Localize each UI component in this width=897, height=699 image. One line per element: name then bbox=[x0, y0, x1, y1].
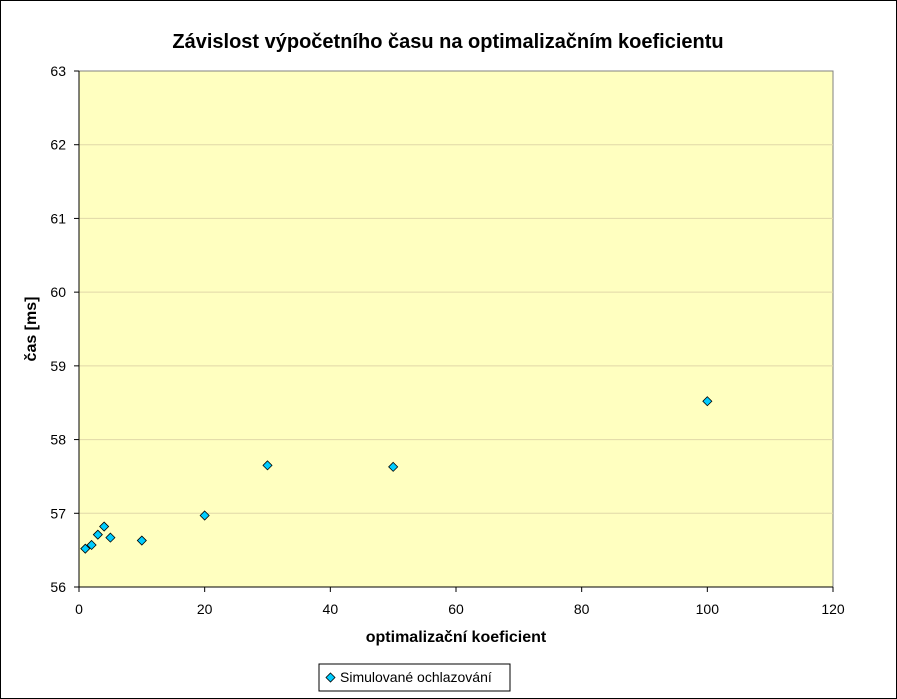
x-tick-label: 60 bbox=[448, 601, 464, 617]
y-tick-label: 58 bbox=[50, 432, 66, 448]
x-axis-title: optimalizační koeficient bbox=[366, 629, 547, 646]
y-axis-title: čas [ms] bbox=[23, 297, 40, 362]
data-point bbox=[702, 396, 713, 407]
data-point bbox=[80, 543, 91, 554]
x-tick-label: 0 bbox=[75, 601, 83, 617]
legend-box bbox=[318, 663, 511, 692]
data-points bbox=[80, 396, 713, 554]
x-tick-label: 20 bbox=[197, 601, 213, 617]
data-point bbox=[388, 461, 399, 472]
x-tick-label: 80 bbox=[574, 601, 590, 617]
y-tick-label: 59 bbox=[50, 358, 66, 374]
y-tick-label: 63 bbox=[50, 63, 66, 79]
plot-area bbox=[78, 70, 834, 588]
legend-label: Simulované ochlazování bbox=[340, 669, 492, 685]
data-point bbox=[136, 535, 147, 546]
data-point bbox=[105, 532, 116, 543]
axes bbox=[74, 70, 834, 592]
y-tick-label: 57 bbox=[50, 505, 66, 521]
x-tick-label: 40 bbox=[323, 601, 339, 617]
legend: Simulované ochlazování bbox=[318, 663, 511, 692]
y-tick-label: 56 bbox=[50, 579, 66, 595]
y-tick-label: 61 bbox=[50, 210, 66, 226]
data-point bbox=[86, 539, 97, 551]
data-point bbox=[99, 521, 110, 532]
x-tick-label: 100 bbox=[696, 601, 720, 617]
y-tick-label: 60 bbox=[50, 284, 66, 300]
y-tick-labels: 56 57 58 59 60 61 62 63 bbox=[50, 63, 66, 595]
x-tick-label: 120 bbox=[821, 601, 845, 617]
data-point bbox=[262, 460, 273, 471]
y-tick-label: 62 bbox=[50, 137, 66, 153]
legend-marker-diamond-icon bbox=[325, 672, 336, 683]
data-point bbox=[199, 510, 210, 521]
data-point bbox=[92, 529, 103, 540]
chart-title: Závislost výpočetního času na optimaliza… bbox=[172, 31, 723, 53]
x-tick-labels: 0 20 40 60 80 100 120 bbox=[75, 601, 845, 617]
